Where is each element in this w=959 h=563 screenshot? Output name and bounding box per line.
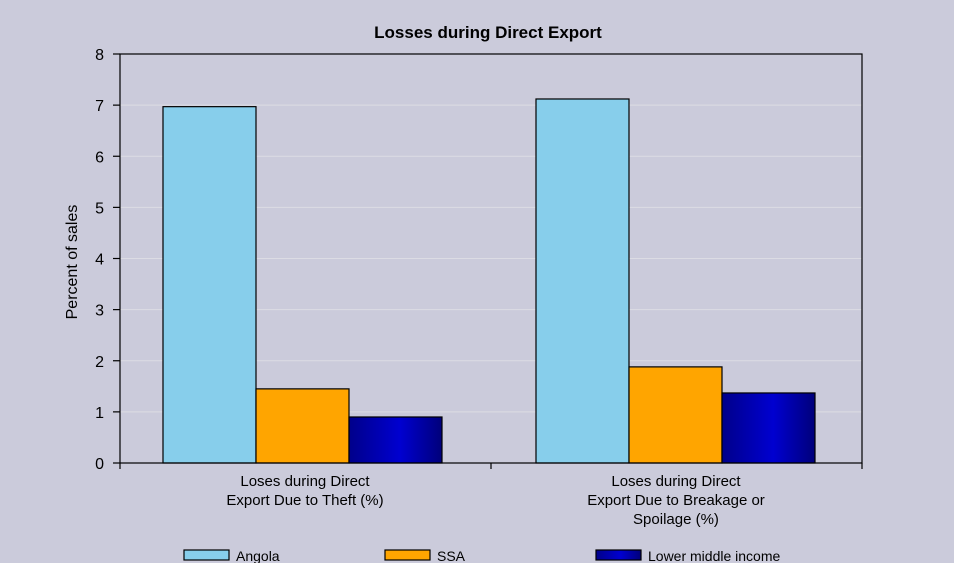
bar-ssa-2 (628, 366, 723, 464)
chart-title: Losses during Direct Export (374, 23, 602, 42)
legend-swatch (384, 549, 431, 561)
y-tick-label: 5 (95, 200, 104, 217)
bar-angola-1 (162, 106, 257, 464)
y-tick-label: 4 (95, 252, 104, 269)
x-category-label: Loses during Direct Export Due to Theft (… (226, 473, 383, 509)
page-edge (954, 0, 959, 563)
legend-label: SSA (437, 548, 466, 563)
legend-label: Lower middle income (648, 548, 780, 563)
y-tick-label: 7 (95, 98, 104, 115)
y-axis-label: Percent of sales (64, 205, 81, 320)
x-category-label-line: Export Due to Theft (%) (226, 492, 383, 509)
legend-swatch (183, 549, 230, 561)
x-category-label-line: Loses during Direct (240, 473, 370, 490)
legend-swatch (595, 549, 642, 561)
x-category-labels: Loses during Direct Export Due to Theft (… (226, 473, 764, 528)
y-tick-label: 8 (95, 47, 104, 64)
bar-ssa-1 (255, 388, 350, 464)
x-category-label-line: Loses during Direct (611, 473, 741, 490)
legend-label: Angola (236, 548, 280, 563)
y-tick-label: 3 (95, 303, 104, 320)
y-tick-label: 1 (95, 405, 104, 422)
y-tick-label: 0 (95, 456, 104, 473)
x-category-label-line: Export Due to Breakage or (587, 492, 765, 509)
x-category-label: Loses during Direct Export Due to Breakag… (587, 473, 765, 528)
legend: Angola SSA Lower middle income (183, 548, 780, 563)
y-tick-labels: 0 1 2 3 4 5 6 7 8 (95, 47, 104, 473)
bar-lower-middle-income-2 (721, 392, 816, 464)
x-category-label-line: Spoilage (%) (633, 511, 719, 528)
y-tick-label: 6 (95, 149, 104, 166)
bar-angola-2 (535, 98, 630, 464)
axes (113, 53, 863, 469)
bars (162, 98, 816, 464)
bar-lower-middle-income-1 (348, 416, 443, 464)
y-tick-label: 2 (95, 354, 104, 371)
